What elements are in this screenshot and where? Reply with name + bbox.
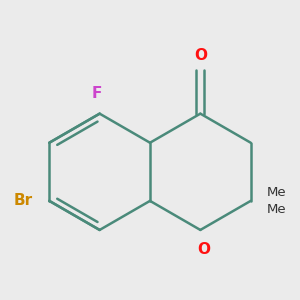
Text: F: F <box>92 86 102 101</box>
Text: O: O <box>194 48 207 63</box>
Text: O: O <box>197 242 210 256</box>
Text: Br: Br <box>14 194 33 208</box>
Text: Me: Me <box>267 202 286 215</box>
Text: Me: Me <box>267 186 286 199</box>
